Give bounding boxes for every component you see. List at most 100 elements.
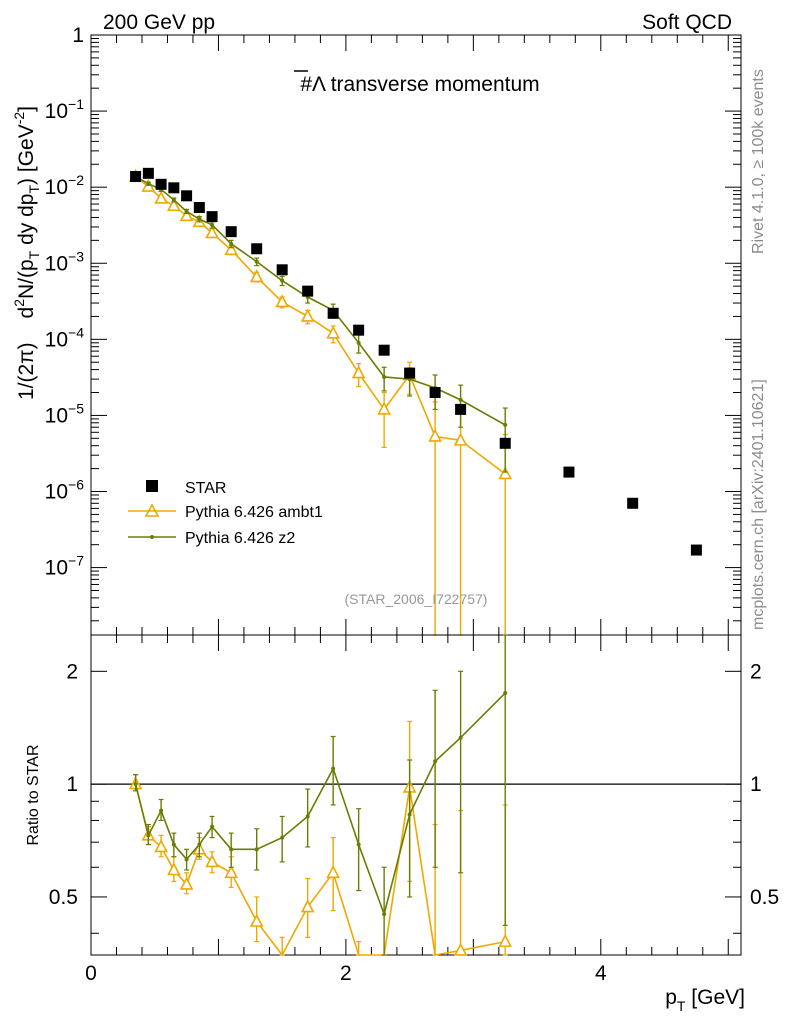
ratio-ytick-label: 2 — [66, 660, 78, 683]
ratio-ytick-labels: 0.5 0.5 1 1 2 2 — [49, 660, 779, 909]
data-point-star — [563, 466, 575, 478]
series-line-z2 — [135, 175, 506, 426]
xtick-label: 0 — [85, 962, 97, 985]
data-point-z2 — [146, 181, 151, 186]
data-point-z2 — [210, 222, 215, 227]
data-point-z2 — [433, 759, 438, 764]
data-point-ambt1 — [154, 190, 168, 204]
data-point-z2 — [254, 259, 259, 264]
ratio-ytick-label-right: 1 — [750, 773, 762, 796]
series-line-ambt1 — [134, 783, 506, 957]
ratio-ylabel: Ratio to STAR — [25, 744, 42, 845]
data-point-ambt1 — [300, 899, 315, 913]
data-point-z2 — [184, 857, 189, 862]
data-point-ambt1 — [453, 432, 468, 446]
main-ylabel: 1/(2π) d2N/(pT dy dpT) [GeV-2] — [11, 106, 42, 400]
legend-z2-marker — [150, 535, 154, 539]
ytick-label: 10−2 — [45, 172, 85, 199]
data-point-z2 — [458, 735, 463, 740]
data-point-ambt1 — [377, 401, 391, 415]
header-right: Soft QCD — [642, 11, 732, 34]
ytick-label: 10−4 — [45, 324, 85, 351]
data-point-z2 — [197, 217, 202, 222]
data-point-z2 — [305, 814, 310, 819]
series-line-z2 — [134, 692, 506, 917]
main-data-layer — [128, 167, 702, 636]
ytick-label: 1 — [72, 24, 84, 47]
ytick-label: 10−7 — [45, 553, 85, 580]
mcplots-label: mcplots.cern.ch [arXiv:2401.10621] — [750, 379, 767, 630]
data-point-ambt1 — [300, 308, 315, 322]
data-point-star — [251, 243, 263, 255]
data-point-z2 — [407, 812, 412, 817]
data-point-z2 — [280, 835, 285, 840]
data-point-z2 — [229, 847, 234, 852]
data-point-z2 — [254, 847, 259, 852]
data-point-ambt1 — [179, 876, 194, 890]
main-axis-ticks — [90, 34, 741, 635]
ratio-axis-ticks — [90, 635, 741, 955]
data-point-ambt1 — [326, 325, 340, 339]
data-point-z2 — [171, 197, 176, 202]
ytick-label: 10−6 — [45, 477, 85, 504]
data-point-z2 — [382, 374, 387, 379]
series-line-ambt1 — [135, 175, 506, 475]
ytick-label: 10−3 — [45, 248, 85, 275]
xlabel: pT [GeV] — [665, 986, 745, 1014]
data-point-star — [455, 403, 467, 415]
data-point-ambt1 — [326, 865, 340, 879]
legend: STAR Pythia 6.426 ambt1 Pythia 6.426 z2 — [128, 480, 323, 547]
data-point-z2 — [356, 340, 361, 345]
data-point-z2 — [503, 691, 508, 696]
data-point-star — [327, 307, 339, 319]
ratio-ytick-label: 0.5 — [49, 886, 78, 909]
data-point-star — [130, 171, 142, 183]
rivet-version-label: Rivet 4.1.0, ≥ 100k events — [750, 69, 767, 254]
data-point-z2 — [159, 808, 164, 813]
chart-title: #Λ transverse momentum — [300, 73, 539, 96]
data-point-ambt1 — [205, 225, 219, 239]
data-point-z2 — [229, 241, 234, 246]
ratio-ytick-label-right: 2 — [750, 660, 762, 683]
data-point-ambt1 — [249, 269, 264, 283]
data-point-ambt1 — [154, 839, 168, 853]
data-point-z2 — [503, 422, 508, 427]
data-point-z2 — [133, 782, 138, 787]
data-point-ambt1 — [205, 854, 219, 868]
data-point-star — [690, 544, 702, 556]
data-point-z2 — [458, 397, 463, 402]
data-point-z2 — [331, 766, 336, 771]
data-point-z2 — [184, 209, 189, 214]
data-point-ambt1 — [167, 862, 181, 876]
data-point-ambt1 — [224, 865, 239, 879]
data-point-star — [142, 167, 154, 179]
data-point-ambt1 — [498, 466, 513, 480]
data-point-ambt1 — [249, 913, 264, 927]
ytick-label: 10−5 — [45, 400, 85, 427]
header-left: 200 GeV pp — [103, 11, 215, 34]
data-point-ambt1 — [167, 198, 181, 212]
ratio-panel-frame — [90, 634, 742, 956]
data-point-star — [429, 387, 441, 399]
data-point-ambt1 — [498, 933, 513, 947]
legend-z2-label: Pythia 6.426 z2 — [185, 530, 295, 547]
data-point-ambt1 — [351, 365, 366, 379]
data-point-ambt1 — [179, 208, 194, 222]
data-point-star — [155, 178, 167, 190]
legend-ambt1-marker — [144, 503, 160, 517]
data-point-z2 — [146, 833, 151, 838]
data-point-star — [181, 190, 193, 202]
data-point-star — [225, 226, 237, 238]
data-point-star — [404, 367, 416, 379]
ytick-label: 10−1 — [45, 96, 85, 123]
data-point-star — [302, 285, 314, 297]
ratio-data-layer — [91, 634, 741, 957]
data-point-ambt1 — [428, 428, 442, 442]
data-point-z2 — [210, 824, 215, 829]
data-point-star — [276, 264, 288, 276]
data-point-z2 — [356, 842, 361, 847]
data-point-star — [627, 497, 639, 509]
data-point-z2 — [280, 278, 285, 283]
data-point-star — [499, 437, 511, 449]
